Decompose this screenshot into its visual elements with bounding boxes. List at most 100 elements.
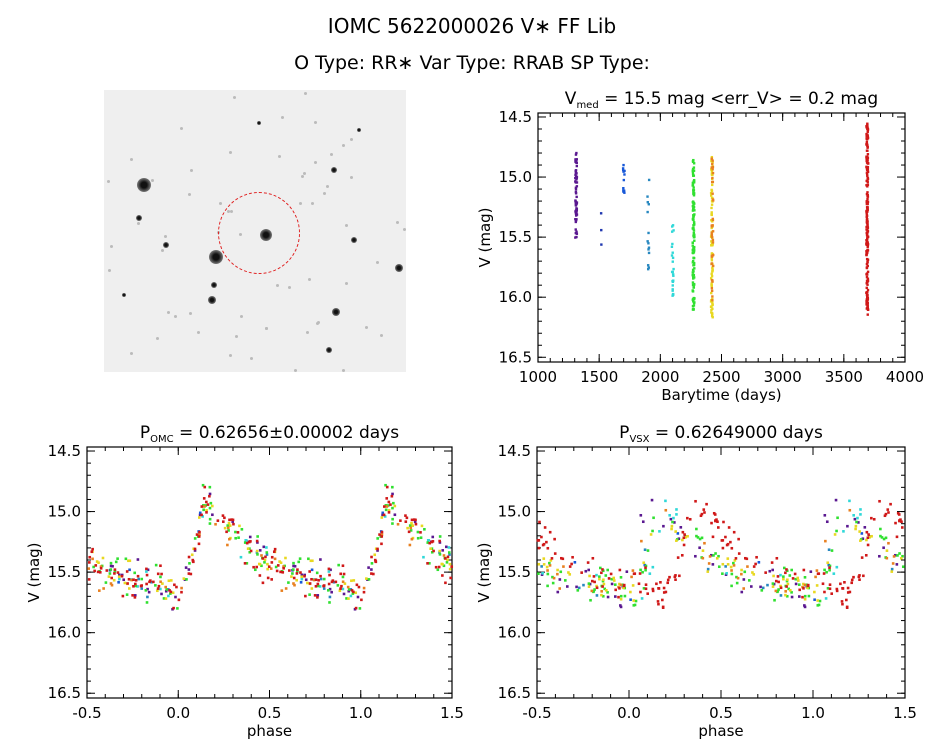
data-point	[162, 597, 166, 600]
data-point	[292, 564, 295, 568]
data-point	[858, 578, 861, 581]
data-point	[711, 312, 714, 316]
data-point	[774, 579, 778, 583]
data-point	[130, 578, 133, 582]
data-point	[710, 180, 714, 184]
data-point	[156, 572, 160, 576]
data-point	[390, 494, 394, 498]
data-point	[391, 492, 394, 496]
data-point	[760, 589, 764, 592]
data-point	[574, 173, 577, 177]
data-point	[98, 589, 101, 592]
data-point	[292, 576, 296, 580]
data-point	[675, 539, 678, 542]
data-point	[629, 598, 632, 602]
data-point	[701, 556, 705, 560]
data-point	[538, 520, 541, 524]
data-point	[548, 561, 551, 565]
data-point	[619, 594, 623, 598]
data-point	[295, 572, 299, 575]
data-point	[647, 242, 650, 245]
data-point	[575, 230, 578, 233]
data-point	[133, 596, 137, 599]
data-point	[432, 549, 435, 553]
data-point	[236, 531, 240, 534]
data-point	[449, 576, 452, 580]
data-point	[546, 569, 549, 572]
data-point	[664, 499, 667, 503]
y-tick-label: 16.5	[499, 348, 532, 366]
data-point	[621, 168, 625, 172]
data-point	[865, 192, 869, 196]
data-point	[198, 516, 201, 519]
data-point	[622, 583, 626, 587]
data-point	[691, 261, 695, 264]
data-point	[865, 137, 868, 140]
data-point	[866, 295, 869, 299]
data-point	[208, 494, 211, 498]
data-point	[866, 170, 870, 173]
data-point	[227, 529, 230, 532]
data-point	[828, 568, 831, 572]
data-point	[575, 195, 578, 199]
data-point	[208, 485, 212, 489]
data-point	[632, 599, 636, 602]
data-point	[644, 583, 648, 586]
data-point	[706, 567, 710, 571]
data-point	[327, 570, 331, 573]
data-point	[865, 231, 868, 235]
data-point	[866, 536, 870, 540]
data-point	[174, 595, 177, 599]
data-point	[631, 584, 635, 587]
star	[326, 347, 332, 353]
data-point	[894, 521, 897, 525]
data-point	[865, 142, 868, 146]
data-point	[803, 576, 807, 579]
data-point	[682, 536, 686, 540]
data-point	[872, 517, 876, 521]
data-point	[164, 585, 167, 589]
data-point	[362, 586, 366, 590]
data-point	[128, 559, 132, 563]
data-point	[740, 572, 743, 576]
data-point	[147, 590, 151, 594]
data-point	[647, 231, 650, 235]
data-point	[866, 158, 869, 161]
x-axis-label: phase	[698, 722, 743, 740]
star	[395, 264, 403, 272]
data-point	[692, 205, 696, 209]
data-point	[376, 549, 379, 552]
data-point	[445, 561, 449, 564]
data-point	[866, 207, 869, 210]
data-point	[710, 291, 713, 295]
data-point	[734, 557, 738, 560]
data-point	[341, 587, 345, 591]
data-point	[316, 594, 320, 597]
data-point	[674, 578, 677, 581]
data-point	[785, 585, 788, 588]
data-point	[187, 568, 191, 571]
data-point	[692, 263, 696, 267]
data-point	[149, 579, 152, 582]
data-point	[117, 581, 120, 584]
data-point	[556, 590, 560, 594]
data-point	[206, 503, 210, 506]
data-point	[770, 561, 774, 564]
data-point	[672, 267, 675, 271]
data-point	[865, 251, 869, 254]
data-point	[606, 595, 610, 599]
data-point	[647, 246, 651, 249]
data-point	[856, 516, 859, 520]
data-point	[342, 572, 346, 576]
data-point	[342, 592, 346, 596]
data-point	[761, 586, 765, 590]
data-point	[691, 209, 695, 212]
data-point	[198, 530, 201, 534]
data-point	[343, 582, 347, 585]
data-point	[192, 547, 195, 551]
y-tick-label: 16.0	[499, 288, 532, 306]
data-point	[711, 316, 714, 319]
data-point	[834, 498, 838, 502]
data-point	[553, 552, 557, 555]
data-point	[733, 559, 737, 562]
